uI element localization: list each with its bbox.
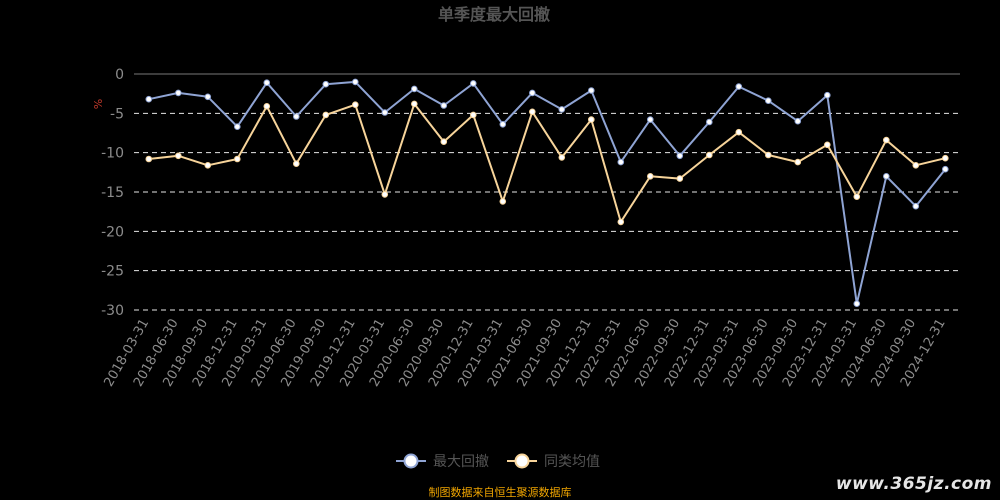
data-point-1 <box>529 108 536 116</box>
data-point-1 <box>824 141 831 149</box>
watermark: www.365jz.com <box>835 474 992 494</box>
data-point-1 <box>381 191 389 198</box>
data-point-0 <box>942 165 949 173</box>
data-point-0 <box>204 93 212 101</box>
y-tick-label: -10 <box>101 146 124 162</box>
data-point-0 <box>293 113 300 120</box>
legend-label-peer-average: 同类均值 <box>544 454 600 470</box>
data-point-0 <box>529 89 536 97</box>
series-line-0 <box>148 80 947 305</box>
legend-label-max-drawdown: 最大回撤 <box>433 454 489 470</box>
data-point-0 <box>440 102 448 109</box>
chart-title: 单季度最大回撤 <box>438 5 550 24</box>
y-tick-label: -25 <box>101 264 124 280</box>
y-tick-label: -5 <box>110 106 124 122</box>
data-point-1 <box>145 155 153 163</box>
data-point-1 <box>234 155 241 163</box>
data-point-0 <box>853 300 861 308</box>
y-tick-label: -20 <box>101 224 124 240</box>
data-point-1 <box>411 100 418 108</box>
data-point-1 <box>853 193 861 200</box>
data-point-1 <box>499 198 507 205</box>
data-point-0 <box>499 121 507 128</box>
data-point-0 <box>617 158 625 166</box>
data-point-1 <box>706 151 713 159</box>
data-point-1 <box>204 162 212 169</box>
y-tick-label: -15 <box>101 185 124 201</box>
data-point-1 <box>588 116 595 123</box>
data-point-1 <box>175 152 182 160</box>
data-point-1 <box>883 136 890 144</box>
legend[interactable]: 最大回撤 同类均值 <box>396 453 600 470</box>
y-tick-label: 0 <box>115 67 124 83</box>
data-point-1 <box>912 162 920 169</box>
data-point-1 <box>617 218 625 226</box>
data-point-0 <box>234 123 241 130</box>
y-tick-label: -30 <box>101 303 124 319</box>
data-point-0 <box>765 97 772 104</box>
data-point-1 <box>440 138 448 145</box>
data-point-0 <box>352 78 359 86</box>
data-point-1 <box>558 154 566 161</box>
data-point-1 <box>322 111 330 119</box>
data-point-1 <box>470 111 477 119</box>
data-point-1 <box>647 173 654 180</box>
series-layer <box>145 78 949 308</box>
data-point-1 <box>794 158 802 166</box>
data-point-0 <box>263 79 271 86</box>
data-point-1 <box>765 151 772 159</box>
data-point-0 <box>411 85 418 93</box>
data-point-0 <box>824 91 831 99</box>
data-point-0 <box>322 80 330 88</box>
data-point-0 <box>175 89 182 97</box>
data-point-1 <box>352 101 359 108</box>
data-point-1 <box>293 160 300 167</box>
data-point-0 <box>735 83 743 90</box>
data-point-0 <box>381 109 389 116</box>
data-point-1 <box>263 103 271 110</box>
data-point-1 <box>735 128 743 136</box>
data-point-0 <box>588 87 595 94</box>
source-note: 制图数据来自恒生聚源数据库 <box>429 485 572 499</box>
y-axis-unit: % <box>91 99 104 109</box>
data-point-0 <box>558 106 566 113</box>
data-point-0 <box>883 173 890 180</box>
data-point-0 <box>912 202 920 210</box>
data-point-0 <box>470 80 477 87</box>
data-point-0 <box>706 118 713 126</box>
data-point-0 <box>794 117 802 125</box>
data-point-0 <box>145 95 153 103</box>
data-point-0 <box>676 152 684 160</box>
grid-layer <box>134 112 960 311</box>
legend-item-peer-average[interactable]: 同类均值 <box>507 453 600 470</box>
series-line-1 <box>148 102 946 223</box>
data-point-1 <box>942 154 949 162</box>
legend-item-max-drawdown[interactable]: 最大回撤 <box>396 453 489 470</box>
data-point-1 <box>676 175 684 182</box>
legend-marker-max-drawdown <box>403 453 419 469</box>
legend-marker-peer-average <box>514 453 530 469</box>
data-point-0 <box>647 116 654 123</box>
